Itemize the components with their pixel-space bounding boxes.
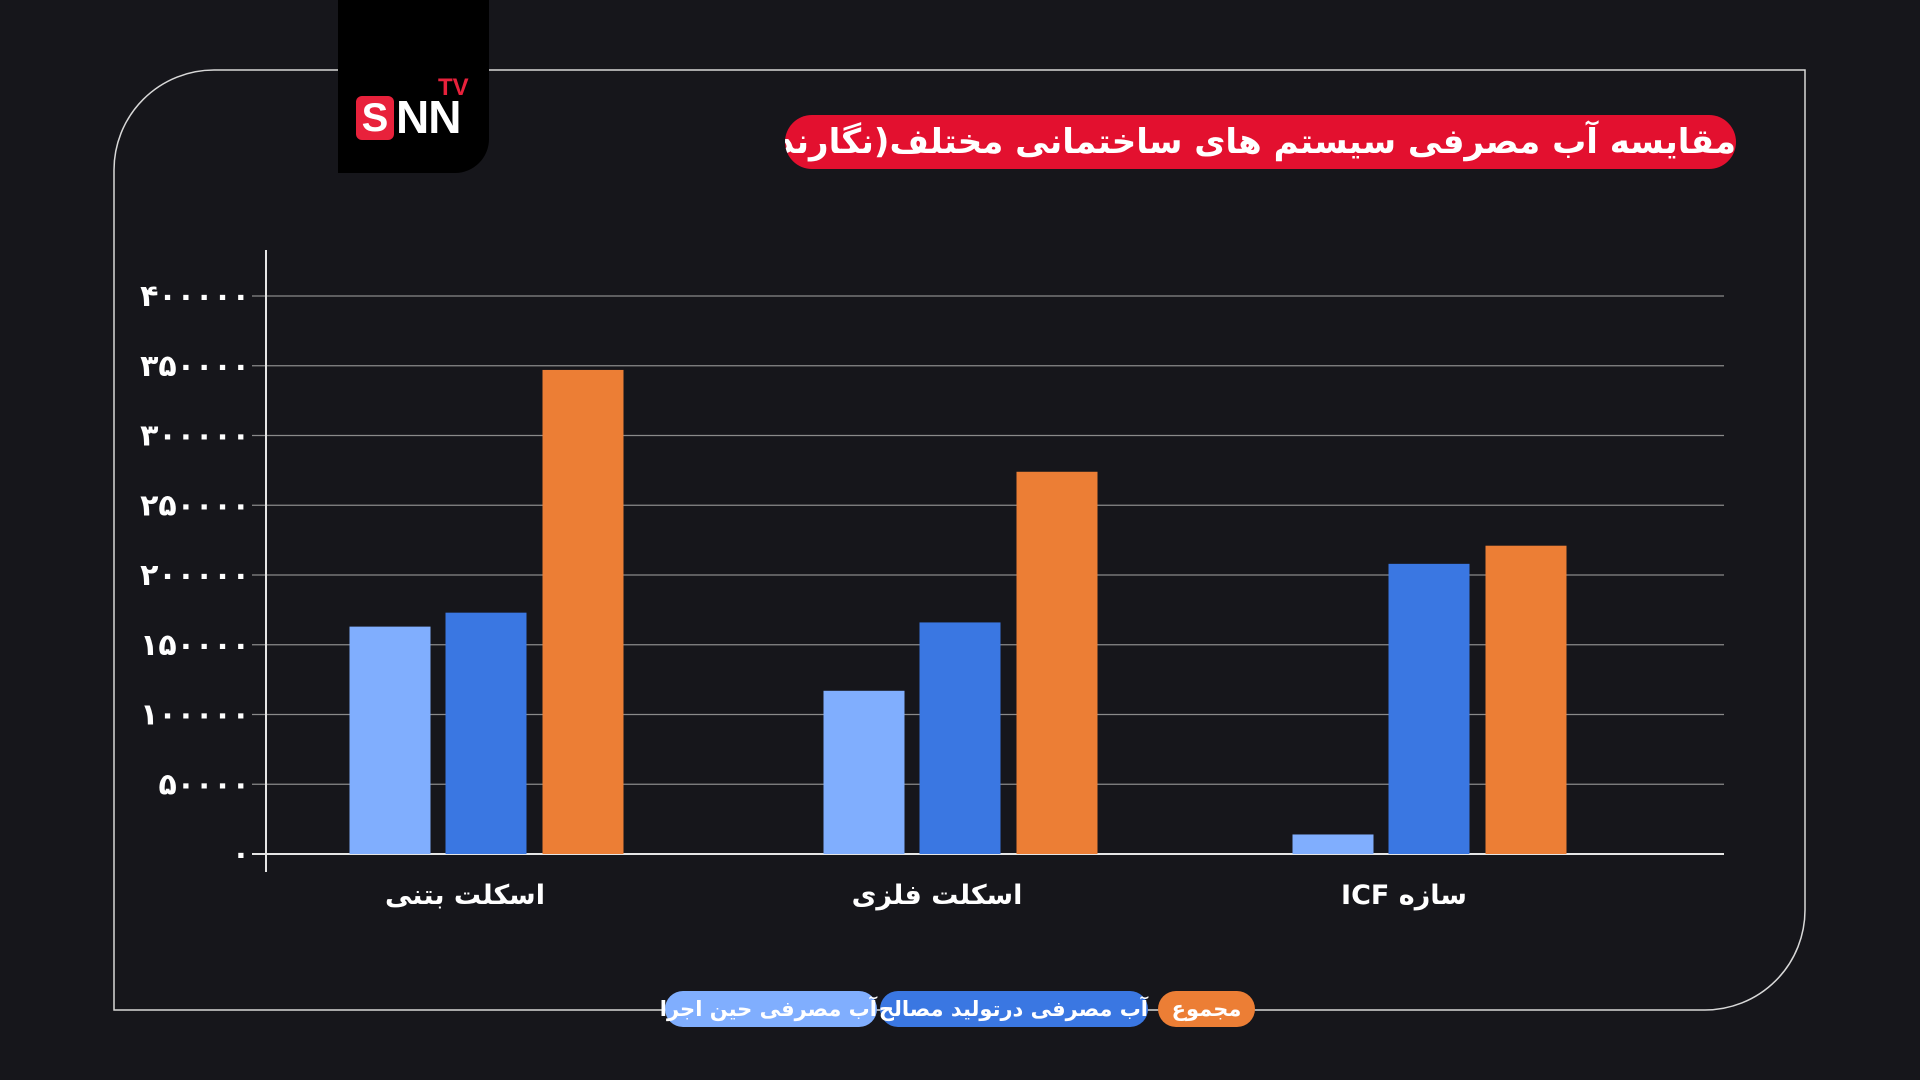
brand-logo <box>338 0 489 173</box>
y-tick-label: ۳۵۰۰۰۰ <box>140 349 250 384</box>
category-label-icf: سازه ICF <box>1341 880 1467 911</box>
y-tick-label: ۲۵۰۰۰۰ <box>140 488 250 523</box>
bar <box>919 622 1001 854</box>
logo-tv-text: TV <box>438 74 469 101</box>
y-tick-label: ۵۰۰۰۰ <box>158 767 250 802</box>
y-tick-label: ۱۰۰۰۰۰ <box>140 698 250 733</box>
category-label-concrete: اسکلت بتنی <box>384 880 545 911</box>
legend-item-material-water: آب مصرفی درتولید مصالح <box>879 991 1148 1027</box>
logo-s-mark: S <box>356 96 394 140</box>
y-tick-label: ۱۵۰۰۰۰ <box>140 628 250 663</box>
bar <box>542 369 624 854</box>
y-tick-label: ۰ <box>232 837 250 872</box>
legend-item-total: مجموع <box>1158 991 1255 1027</box>
category-label-steel: اسکلت فلزی <box>851 880 1023 911</box>
legend-item-construction-water: آب مصرفی حین اجرا <box>660 991 877 1027</box>
y-tick-label: ۴۰۰۰۰۰ <box>140 279 250 314</box>
logo-nn-text: NN <box>396 91 461 143</box>
bar <box>1388 563 1470 854</box>
y-tick-label: ۳۰۰۰۰۰ <box>140 419 250 454</box>
bar <box>445 612 527 854</box>
chart-title: مقایسه آب مصرفی سیستم های ساختمانی مختلف… <box>785 115 1736 169</box>
bar <box>1485 545 1567 854</box>
bar <box>1292 834 1374 854</box>
bar <box>823 690 905 854</box>
frame-border <box>113 69 1806 1011</box>
bar <box>349 626 431 854</box>
y-tick-label: ۲۰۰۰۰۰ <box>140 558 250 593</box>
bar <box>1016 471 1098 854</box>
